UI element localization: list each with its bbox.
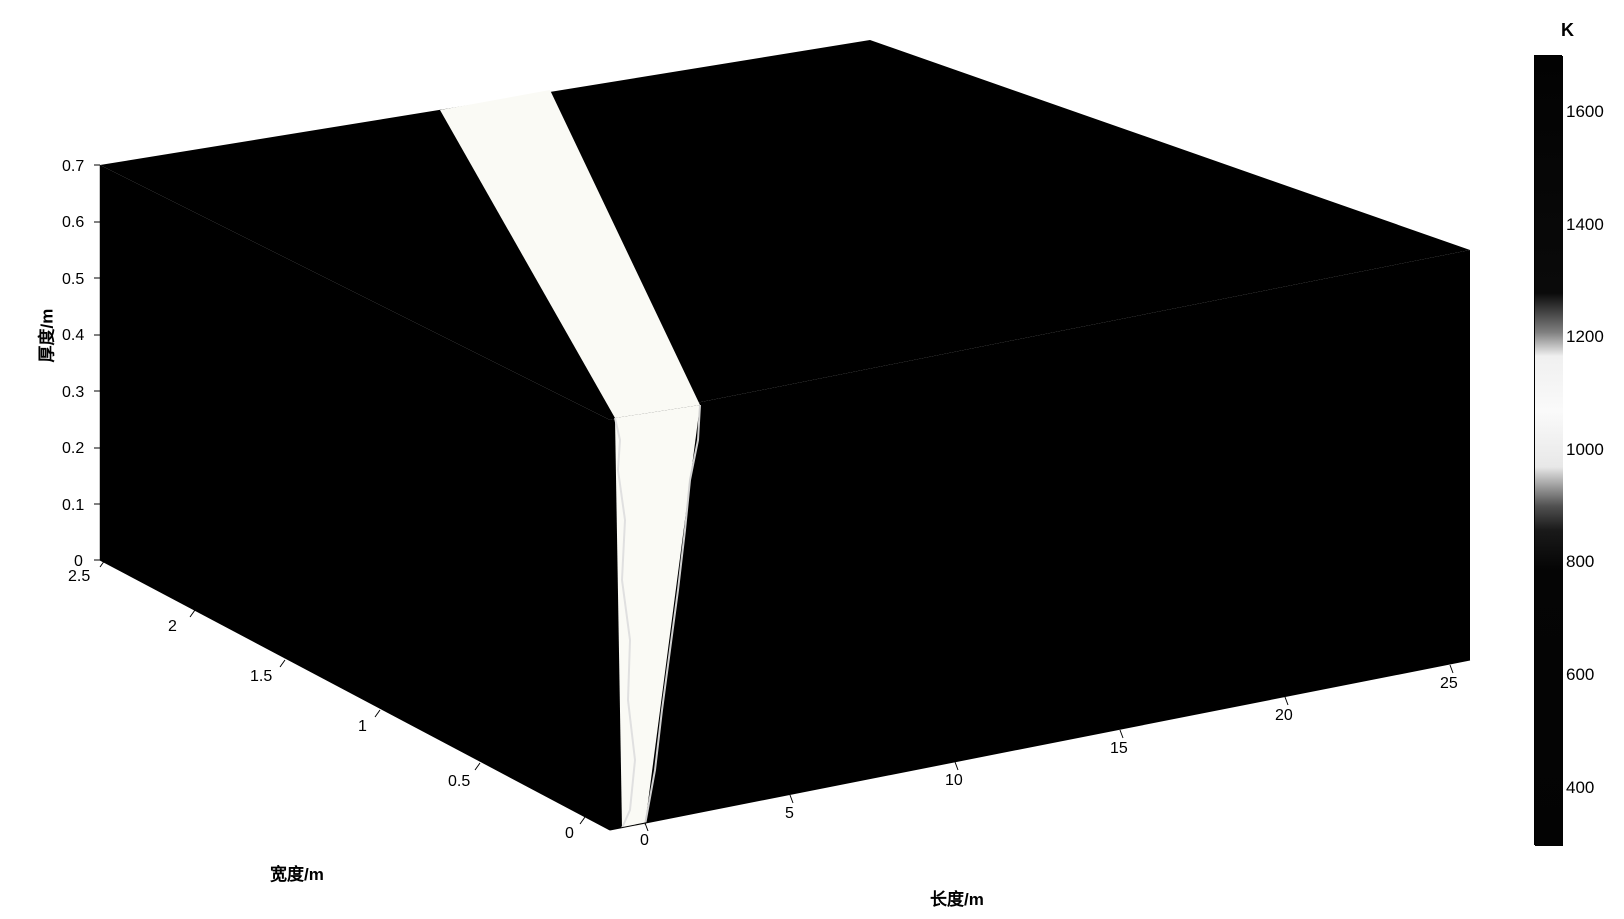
y-tick-label: 2 [168, 618, 177, 636]
colorbar-tick-label: 1600 [1566, 102, 1604, 122]
y-tick-label: 1.5 [250, 668, 272, 686]
z-tick-label: 0.2 [62, 440, 84, 458]
volume-svg [50, 20, 1520, 890]
colorbar-rect [1535, 56, 1563, 846]
x-tick-label: 0 [640, 832, 649, 850]
y-axis-label: 宽度/m [270, 860, 324, 885]
x-tick-label: 10 [945, 772, 963, 790]
colorbar-tick-label: 1400 [1566, 215, 1604, 235]
y-tick-label: 1 [358, 718, 367, 736]
x-axis-label: 长度/m [930, 885, 984, 910]
z-tick-label: 0.4 [62, 327, 84, 345]
plot-3d-area: 0 0.1 0.2 0.3 0.4 0.5 0.6 0.7 0 5 10 15 … [50, 20, 1520, 890]
y-tick-label: 0.5 [448, 773, 470, 791]
z-axis-label: 厚度/m [33, 309, 58, 363]
z-tick-label: 0.5 [62, 271, 84, 289]
colorbar-tick-label: 1200 [1566, 327, 1604, 347]
colorbar-tick-label: 600 [1566, 665, 1594, 685]
colorbar-svg [1535, 56, 1563, 846]
colorbar [1534, 55, 1562, 845]
colorbar-tick-label: 1000 [1566, 440, 1604, 460]
colorbar-title: K [1561, 20, 1574, 41]
x-tick-label: 20 [1275, 707, 1293, 725]
colorbar-tick-label: 400 [1566, 778, 1594, 798]
x-tick-label: 15 [1110, 740, 1128, 758]
z-tick-label: 0.3 [62, 384, 84, 402]
z-tick-label: 0.1 [62, 497, 84, 515]
x-tick-label: 25 [1440, 675, 1458, 693]
y-tick-label: 0 [565, 825, 574, 843]
z-tick-label: 0.6 [62, 214, 84, 232]
colorbar-area: K 400 600 800 1000 120 [1524, 30, 1604, 860]
z-tick-label: 0.7 [62, 158, 84, 176]
z-axis-ticks [94, 165, 100, 560]
colorbar-tick-label: 800 [1566, 552, 1594, 572]
y-tick-label: 2.5 [68, 568, 90, 586]
x-tick-label: 5 [785, 805, 794, 823]
